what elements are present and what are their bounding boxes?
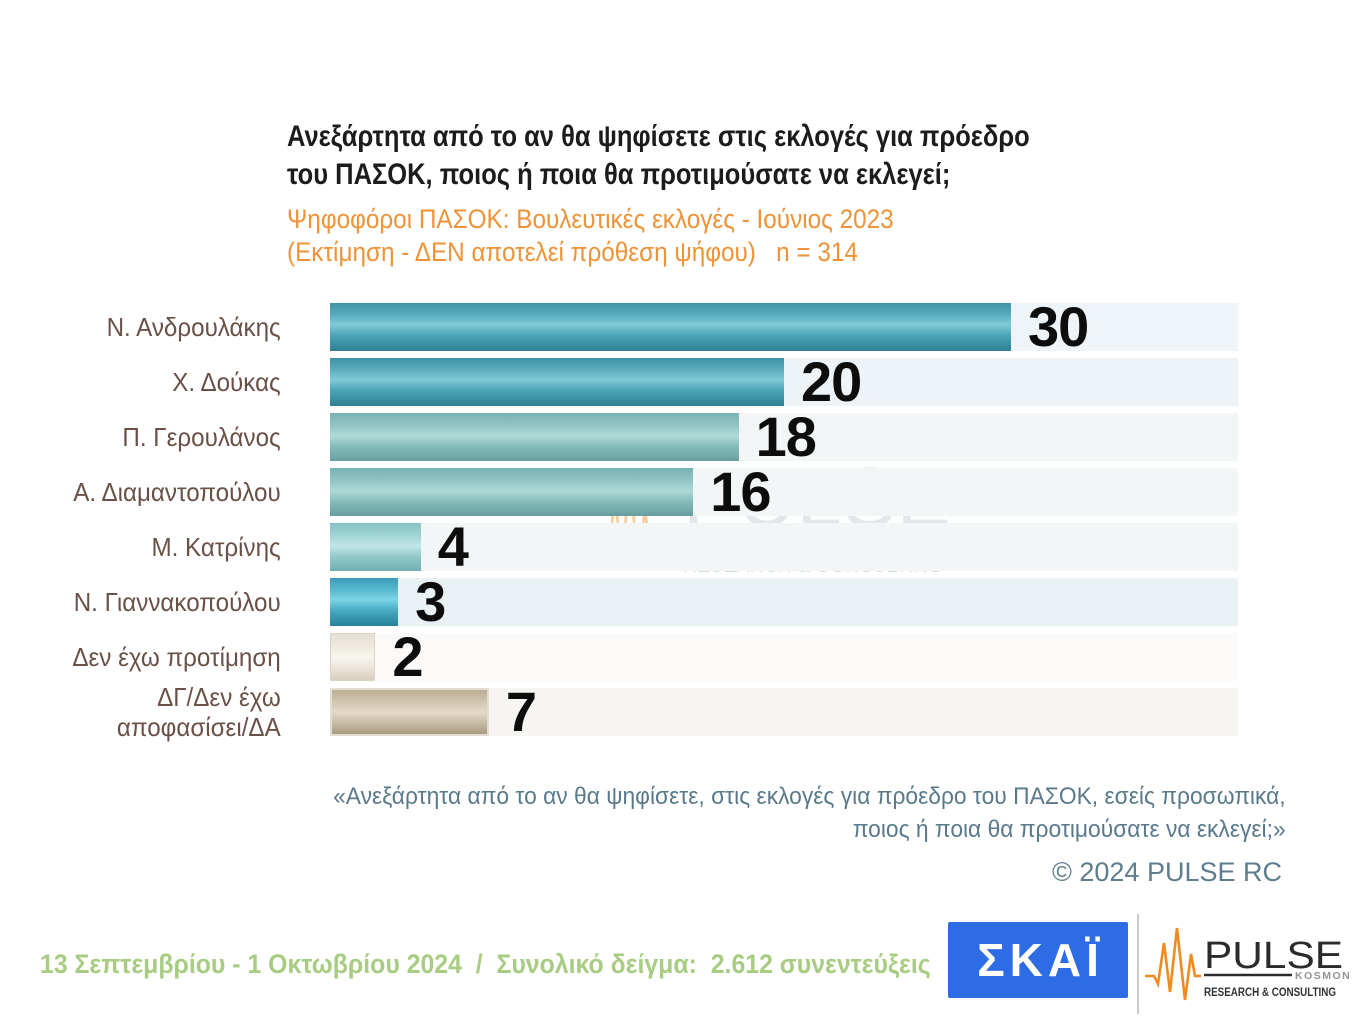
bar-value: 16 [710, 460, 771, 523]
bar-track: 4 [330, 515, 1238, 578]
bar [330, 358, 784, 406]
category-label: Ν. Γιαννακοπούλου [73, 587, 281, 617]
bar-chart: PULSE KOSMON RESEARCH & CONSULTING Ν. Αν… [0, 295, 1238, 743]
bar [330, 578, 399, 626]
bar-track: 20 [330, 350, 1238, 413]
chart-row-diamantopoulou: Α. Διαμαντοπούλου 16 [0, 460, 1238, 523]
chart-row-geroulanos: Π. Γερουλάνος 18 [0, 405, 1238, 468]
category-label: ΔΓ/Δεν έχω αποφασίσει/ΔΑ [116, 682, 281, 742]
chart-row-androulakis: Ν. Ανδρουλάκης 30 [0, 295, 1238, 358]
bar-track: 18 [330, 405, 1238, 468]
subtitle-line-2: (Εκτίμηση - ΔΕΝ αποτελεί πρόθεση ψήφου) … [287, 237, 858, 267]
bar-track: 3 [330, 570, 1238, 633]
skai-logo-text: ΣΚΑΪ [977, 934, 1104, 986]
bar-value: 3 [415, 570, 446, 633]
bar-value: 18 [755, 405, 817, 468]
bar [330, 523, 421, 571]
bar-value: 30 [1028, 295, 1089, 358]
copyright-notice: © 2024 PULSE RC [1051, 857, 1282, 887]
bar-value: 20 [801, 350, 862, 413]
chart-row-giannakopoulou: Ν. Γιαννακοπούλου 3 [0, 570, 1238, 633]
page-title-line-1: Ανεξάρτητα από το αν θα ψηφίσετε στις εκ… [287, 120, 1030, 153]
skai-logo: ΣΚΑΪ [948, 922, 1128, 998]
bar-track: 2 [330, 625, 1238, 688]
bar-value: 7 [505, 680, 537, 743]
subtitle-line-1: Ψηφοφόροι ΠΑΣΟΚ: Βουλευτικές εκλογές - Ι… [287, 204, 894, 234]
pulse-logo: PULSE KOSMON RESEARCH & CONSULTING [1145, 927, 1351, 1001]
bar-track: 16 [330, 460, 1238, 523]
chart-subtitle: Ψηφοφόροι ΠΑΣΟΚ: Βουλευτικές εκλογές - Ι… [287, 203, 1161, 269]
chart-row-katrinis: Μ. Κατρίνης 4 [0, 515, 1238, 578]
logo-divider [1137, 914, 1139, 1014]
bar [330, 633, 376, 681]
chart-row-doukas: Χ. Δούκας 20 [0, 350, 1238, 413]
header: Ανεξάρτητα από το αν θα ψηφίσετε στις εκ… [287, 118, 1161, 269]
category-label: Π. Γερουλάνος [122, 422, 281, 452]
category-label: Ν. Ανδρουλάκης [106, 312, 281, 342]
bar-value: 2 [392, 625, 423, 688]
quote-line-1: «Ανεξάρτητα από το αν θα ψηφίσετε, στις … [333, 783, 1286, 810]
bar [330, 688, 489, 736]
pulse-waveform-icon [1145, 927, 1201, 1001]
bar-track: 7 [330, 680, 1238, 743]
category-label: Δεν έχω προτίμηση [72, 642, 281, 672]
pulse-logo-sub: KOSMON [1295, 970, 1351, 982]
pulse-logo-brand: PULSE [1204, 935, 1343, 977]
bar [330, 303, 1011, 351]
category-label: Χ. Δούκας [172, 367, 281, 397]
bar [330, 413, 739, 461]
chart-row-no-preference: Δεν έχω προτίμηση 2 [0, 625, 1238, 688]
bar-track: 30 [330, 295, 1238, 358]
bar [330, 468, 694, 516]
chart-row-undecided: ΔΓ/Δεν έχω αποφασίσει/ΔΑ 7 [0, 680, 1238, 743]
pulse-logo-tagline: RESEARCH & CONSULTING [1204, 985, 1336, 999]
page-title-line-2: του ΠΑΣΟΚ, ποιος ή ποια θα προτιμούσατε … [287, 158, 951, 191]
bar-value: 4 [437, 515, 469, 578]
quote-line-2: ποιος ή ποια θα προτιμούσατε να εκλεγεί;… [853, 816, 1286, 843]
survey-question-quote: «Ανεξάρτητα από το αν θα ψηφίσετε, στις … [283, 780, 1286, 846]
chart-rows: Ν. Ανδρουλάκης 30 Χ. Δούκας 20 Π. Γερουλ… [0, 295, 1238, 743]
fieldwork-dates-sample: 13 Σεπτεμβρίου - 1 Οκτωβρίου 2024 / Συνο… [40, 949, 931, 979]
category-label: Α. Διαμαντοπούλου [73, 477, 281, 507]
category-label: Μ. Κατρίνης [151, 532, 281, 562]
